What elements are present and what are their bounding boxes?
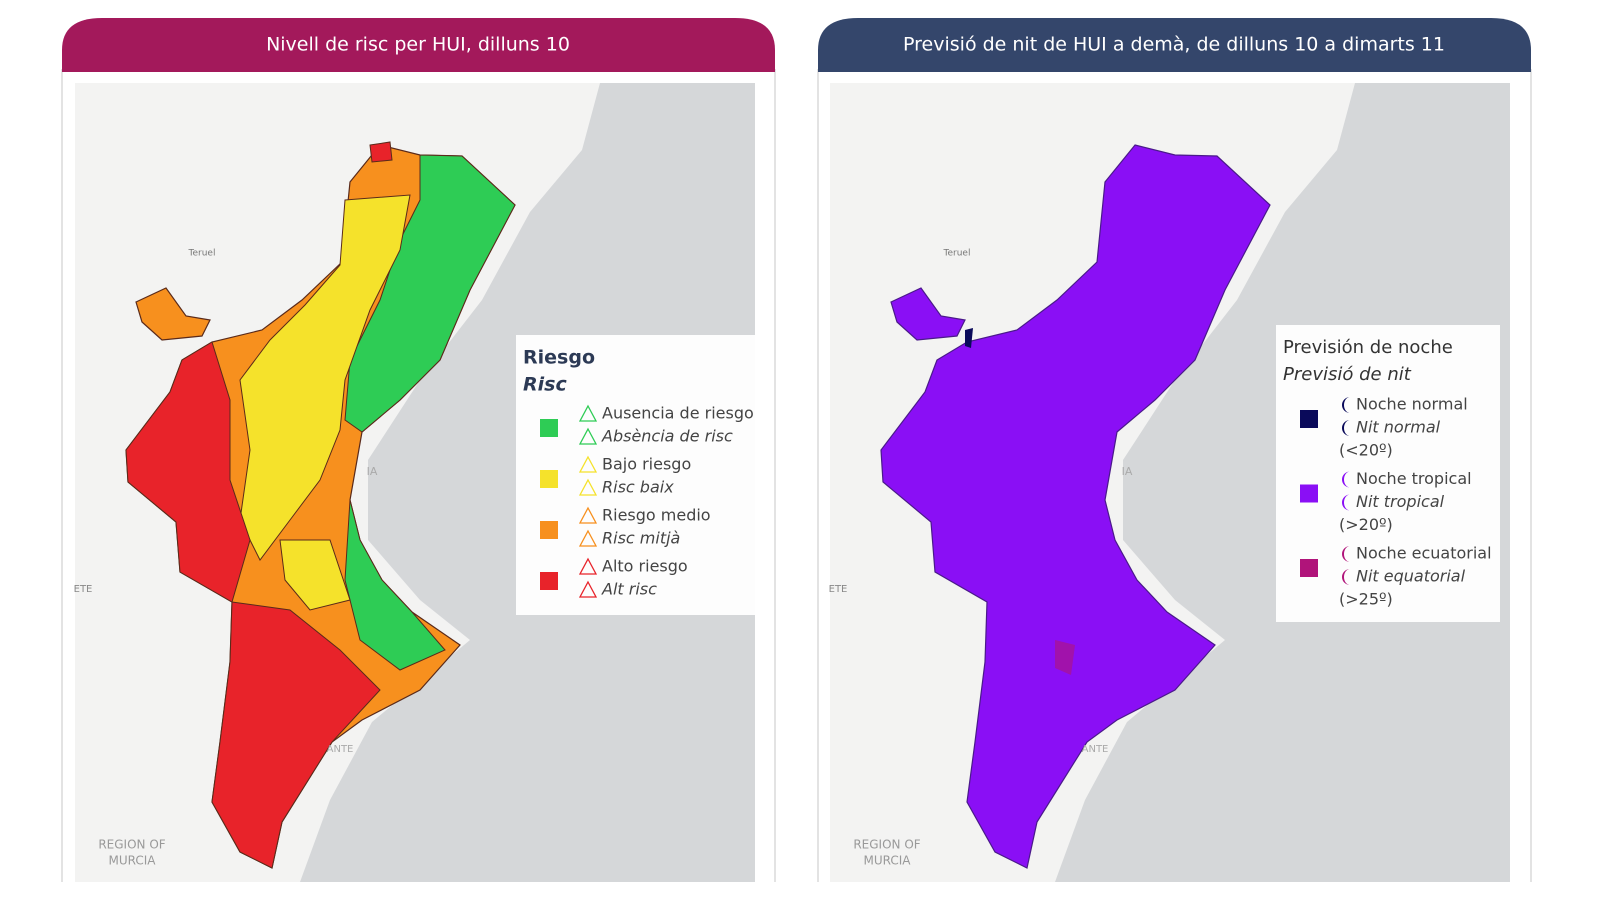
warning-icon	[578, 580, 598, 598]
region-enclave	[135, 287, 211, 341]
legend-label-va: Risc baix	[602, 478, 674, 497]
map-label: MURCIA	[863, 854, 911, 868]
moon-icon	[1342, 494, 1350, 511]
night-zone	[965, 328, 973, 348]
moon-icon	[1342, 546, 1350, 562]
legend-title: Previsión de noche	[1283, 337, 1453, 358]
legend-label-va: Nit equatorial	[1356, 567, 1466, 586]
legend-subtitle: Risc	[523, 374, 567, 396]
panel-header	[818, 18, 1531, 72]
map-label: ETE	[829, 584, 848, 595]
legend-swatch	[1300, 559, 1318, 577]
legend-label: Noche normal	[1356, 395, 1468, 414]
moon-icon	[1342, 420, 1350, 436]
legend-label: Bajo riesgo	[602, 455, 691, 474]
map: Teruel REGION OF MURCIA ETE IA ANTE	[74, 83, 755, 882]
map-label: IA	[367, 465, 378, 478]
warning-icon	[578, 427, 598, 445]
legend-range: (>20º)	[1339, 515, 1393, 534]
warning-icon	[578, 455, 598, 473]
risk-zone	[125, 341, 251, 603]
risk-zone	[239, 194, 411, 561]
legend-swatch	[540, 470, 558, 488]
legend-swatch	[540, 572, 558, 590]
legend-label: Riesgo medio	[602, 506, 711, 525]
legend-swatch	[1300, 410, 1318, 428]
panel-title: Previsió de nit de HUI a demà, de dillun…	[903, 34, 1445, 56]
warning-icon	[578, 506, 598, 524]
panel: Previsió de nit de HUI a demà, de dillun…	[817, 18, 1532, 882]
legend-label-va: Nit tropical	[1356, 492, 1445, 511]
risk-zone	[279, 539, 351, 611]
legend-range: (<20º)	[1339, 441, 1393, 460]
legend-subtitle: Previsió de nit	[1283, 364, 1412, 385]
map-label: ANTE	[327, 744, 354, 755]
region-enclave	[890, 287, 966, 341]
map-label: MURCIA	[108, 854, 156, 868]
legend-label-va: Alt risc	[601, 580, 657, 599]
map-label: REGION OF	[853, 838, 920, 852]
panel-header	[62, 18, 775, 72]
map-label: REGION OF	[98, 838, 165, 852]
legend-swatch	[1300, 484, 1318, 503]
panel: Nivell de risc per HUI, dilluns 10 Teruel…	[61, 18, 776, 882]
night-zone	[1055, 640, 1075, 675]
warning-icon	[578, 404, 598, 422]
legend-label-va: Absència de risc	[601, 427, 733, 446]
moon-icon	[1342, 471, 1350, 488]
warning-icon	[578, 529, 598, 547]
region	[880, 144, 1271, 869]
risk-zone	[369, 141, 393, 163]
legend-label: Ausencia de riesgo	[602, 404, 754, 423]
legend-swatch	[540, 419, 558, 437]
map-label: Teruel	[188, 249, 216, 259]
legend-label-va: Risc mitjà	[602, 529, 680, 548]
moon-icon	[1342, 569, 1350, 585]
legend-label-va: Nit normal	[1356, 418, 1441, 437]
legend-label: Noche ecuatorial	[1356, 544, 1492, 563]
legend-label: Noche tropical	[1356, 469, 1472, 488]
warning-icon	[578, 478, 598, 496]
warning-icon	[578, 557, 598, 575]
map-label: ANTE	[1082, 744, 1109, 755]
map-label: IA	[1122, 465, 1133, 478]
legend-swatch	[540, 521, 558, 539]
legend-range: (>25º)	[1339, 590, 1393, 609]
risk-zone	[211, 601, 381, 869]
moon-icon	[1342, 397, 1350, 413]
legend-title: Riesgo	[523, 347, 595, 369]
panel-title: Nivell de risc per HUI, dilluns 10	[266, 34, 570, 56]
legend-label: Alto riesgo	[602, 557, 688, 576]
map-label: ETE	[74, 584, 93, 595]
map-label: Teruel	[943, 249, 971, 259]
